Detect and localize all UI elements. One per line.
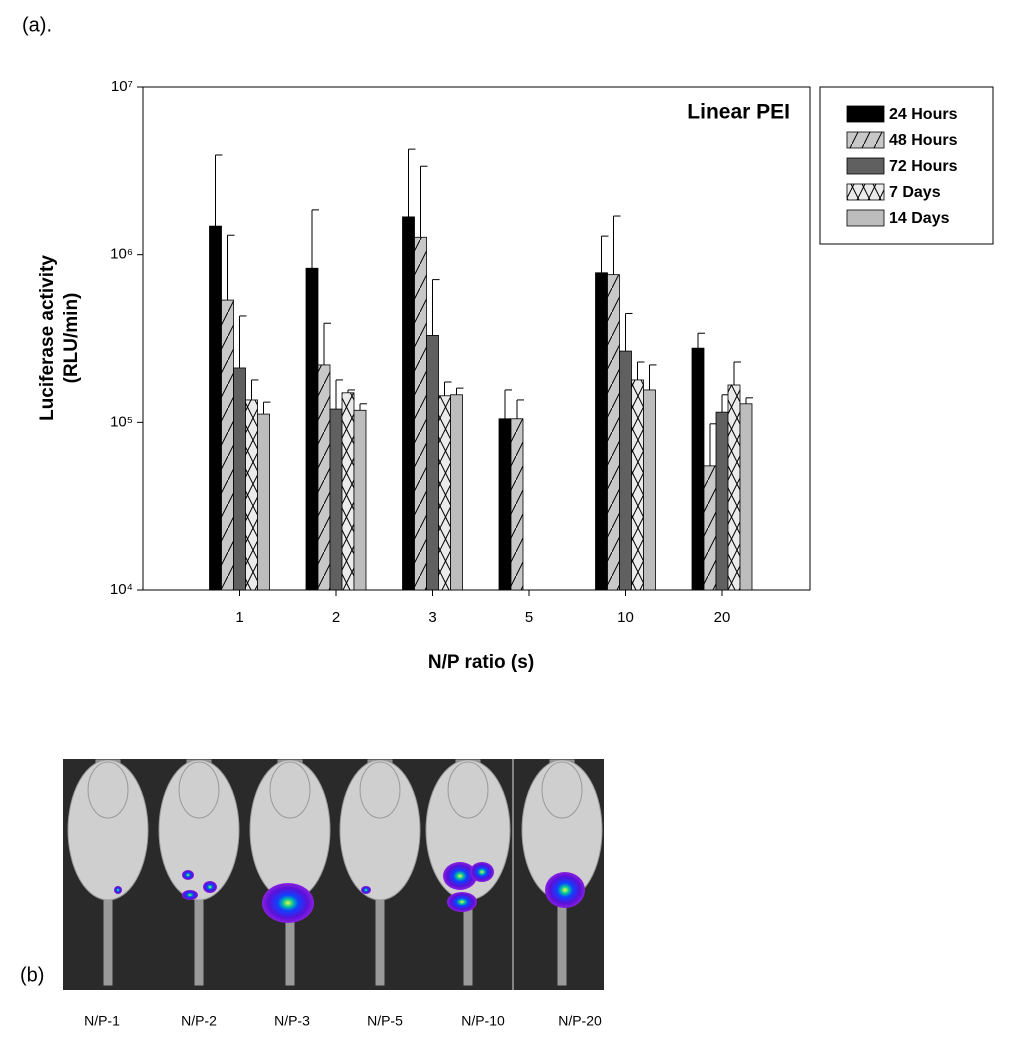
bar (353, 409, 367, 591)
x-tick-label: 10 (617, 609, 634, 626)
y-tick-label: 10⁶ (110, 246, 133, 263)
legend-label: 48 Hours (889, 132, 958, 149)
bar (631, 379, 644, 591)
image-label: N/P-2 (181, 1013, 217, 1029)
error-bar (347, 389, 355, 393)
y-tick-label: 10⁴ (110, 581, 133, 598)
bar (450, 394, 463, 591)
image-label: N/P-10 (461, 1013, 505, 1029)
error-bar (649, 364, 657, 390)
x-tick-label: 20 (714, 609, 731, 626)
bar (619, 350, 632, 591)
error-bar (625, 312, 633, 352)
legend-label: 14 Days (889, 210, 950, 227)
image-label: N/P-20 (558, 1013, 602, 1029)
image-label: N/P-1 (84, 1013, 120, 1029)
legend-swatch (846, 183, 885, 201)
bar (607, 274, 620, 591)
legend-swatch (846, 209, 885, 227)
bar (703, 465, 717, 591)
image-background (63, 759, 604, 990)
error-bar (311, 209, 319, 269)
error-bar (215, 154, 223, 227)
bar (643, 389, 656, 591)
bar (317, 364, 331, 591)
error-bar (456, 387, 464, 395)
error-bar (432, 279, 440, 336)
error-bar (697, 332, 705, 349)
bar (257, 413, 270, 591)
error-bar (601, 235, 609, 273)
mouse-images (63, 759, 604, 990)
error-bar (420, 165, 428, 238)
y-axis-label: Luciferase activity (37, 255, 58, 421)
x-tick-label: 1 (235, 609, 243, 626)
legend-swatch (846, 157, 885, 175)
y-tick-label: 10⁵ (110, 413, 133, 430)
panel-b-labels: N/P-1 N/P-2 N/P-3 N/P-5 N/P-10 N/P-20 (84, 1013, 602, 1029)
error-bar (733, 361, 741, 385)
bar (715, 411, 729, 591)
bar (595, 272, 608, 591)
error-bar (408, 148, 416, 217)
error-bar (504, 389, 512, 419)
image-label: N/P-5 (367, 1013, 403, 1029)
bar (438, 395, 451, 591)
bar (341, 392, 355, 591)
panel-label: (b) (20, 964, 44, 986)
legend-label: 7 Days (889, 184, 941, 201)
bar (329, 408, 343, 591)
bar (727, 384, 741, 591)
bar (510, 418, 524, 591)
bar (209, 225, 222, 591)
panel-label: (a). (22, 14, 52, 36)
image-label: N/P-3 (274, 1013, 310, 1029)
error-bar (359, 403, 367, 411)
error-bar (239, 315, 247, 368)
error-bar (613, 215, 621, 275)
error-bar (251, 379, 259, 400)
x-tick-label: 3 (428, 609, 436, 626)
chart: 10⁴ 10⁵ 10⁶ 10⁷ Linear PEI N/P ratio (s) Lucif… (37, 78, 994, 673)
error-bar (637, 361, 645, 380)
x-tick-label: 2 (332, 609, 340, 626)
error-bar (263, 401, 271, 415)
plot-frame (142, 86, 811, 591)
bar (739, 403, 753, 591)
legend-swatch (846, 131, 885, 149)
legend-label: 24 Hours (889, 106, 958, 123)
error-bar (444, 381, 452, 396)
bar (691, 347, 705, 591)
error-bar (227, 234, 235, 301)
error-bar (516, 399, 524, 419)
legend-label: 72 Hours (889, 158, 958, 175)
bar (402, 216, 415, 591)
bar (414, 236, 427, 591)
bar (233, 367, 246, 591)
error-bar (745, 397, 753, 404)
error-bar (335, 379, 343, 410)
y-tick-label: 10⁷ (111, 78, 133, 95)
bar (245, 399, 258, 591)
bar (221, 299, 234, 591)
legend-swatch (846, 105, 885, 123)
bar (426, 334, 439, 591)
bar (305, 267, 319, 591)
x-axis-label: N/P ratio (s) (428, 652, 534, 673)
annotation: Linear PEI (687, 101, 790, 124)
y-axis-label: (RLU/min) (61, 293, 82, 384)
x-tick-label: 5 (525, 609, 533, 626)
bar (498, 418, 512, 591)
error-bar (323, 322, 331, 365)
